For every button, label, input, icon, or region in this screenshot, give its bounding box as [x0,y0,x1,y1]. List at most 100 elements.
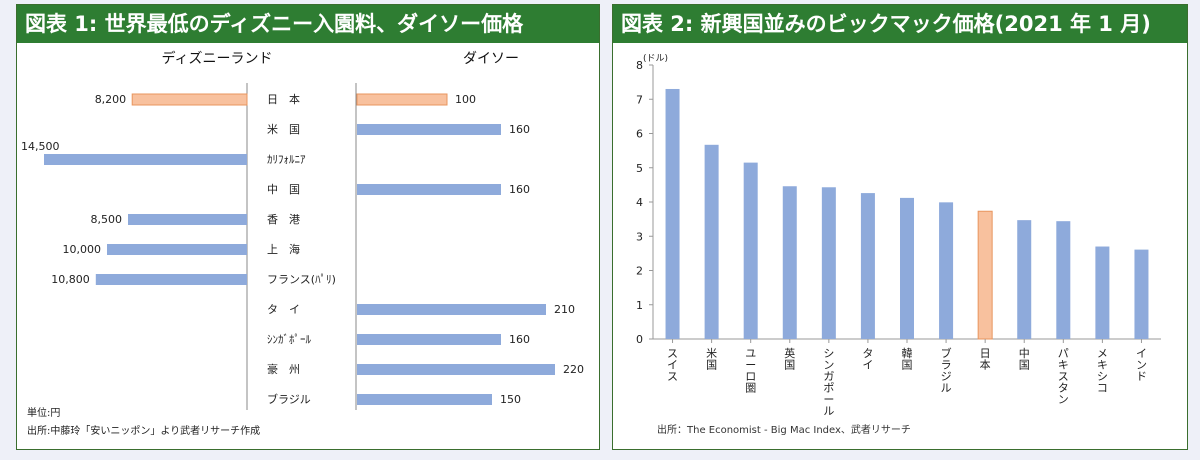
chart1-category-label: ｼﾝｶﾞﾎﾟｰﾙ [267,333,311,346]
chart1-disney-value: 10,800 [51,273,90,286]
chart2-bar [743,162,758,339]
chart1-category-label: 豪 州 [267,362,300,376]
chart1-disney-value: 8,200 [95,93,127,106]
chart2-ylabel: (ドル) [643,54,668,64]
chart1-daiso-value: 160 [509,333,530,346]
chart2-ytick-label: 6 [636,128,643,141]
chart2-bar [704,144,719,339]
chart2-xtick-label: シンガポール [823,347,834,418]
chart1-disney-bar [131,93,248,106]
chart2-xtick-char: 中 [1019,347,1030,360]
chart2-xtick-char: 英 [784,346,795,360]
chart2-bar [977,210,993,340]
chart2-bar [860,193,875,339]
chart2-xtick-char: キ [1097,359,1108,372]
chart2-xtick-char: イ [862,359,873,372]
chart2-xtick-char: ポ [823,382,834,395]
chart1-category-label: ブラジル [267,392,311,406]
chart1-daiso-value: 150 [500,393,521,406]
chart2-xtick-label: ブラジル [941,346,952,395]
chart2-title: 図表 2: 新興国並みのビックマック価格(2021 年 1 月) [613,5,1187,43]
chart1-daiso-bar [357,124,501,135]
chart2-xtick-char: イ [1136,347,1147,360]
chart1-disney-bar [107,244,247,255]
chart2-xtick-label: 英国 [784,346,795,372]
chart2-bar [665,88,680,339]
chart2-xtick-char: ロ [745,370,756,383]
chart1-category-label: 日 本 [267,92,300,106]
chart2-xtick-char: 国 [902,359,913,372]
chart1-daiso-value: 160 [509,183,530,196]
chart2-bar [939,202,954,339]
chart1-unit-note: 単位:円 [27,406,60,419]
chart2-ytick-label: 1 [636,299,643,312]
chart2-xtick-char: ド [1136,370,1147,383]
chart1-disney-value: 8,500 [91,213,123,226]
chart2-ytick-label: 7 [636,93,643,106]
chart2-ytick-label: 3 [636,230,643,243]
chart1-daiso-bar [357,304,546,315]
chart1-daiso-value: 210 [554,303,575,316]
chart2-xtick-char: タ [1058,382,1069,395]
chart2-xtick-char: ン [823,359,834,372]
chart2-xtick-char: パ [1058,347,1069,360]
chart2-xtick-char: ー [745,359,756,372]
chart2-xtick-char: 日 [980,347,991,360]
chart1-disney-bar [128,214,247,225]
chart2-bar [1095,246,1110,339]
chart1-daiso-bar [356,93,448,106]
chart2-xtick-char: 本 [980,358,991,372]
chart1-daiso-value: 160 [509,123,530,136]
chart2-xtick-label: 米国 [706,347,717,372]
chart2-xtick-label: スイス [667,347,678,383]
chart2-xtick-char: ラ [941,359,952,372]
chart2-xtick-label: 韓国 [902,347,913,372]
chart2-ytick-label: 2 [636,265,643,278]
chart2-xtick-char: キ [1058,359,1069,372]
chart1-daiso-bar [357,184,501,195]
chart2-xtick-label: インド [1136,347,1147,383]
chart2-xtick-char: イ [667,359,678,372]
chart2-xtick-char: ス [667,347,678,360]
chart2-bar [782,186,797,339]
chart1-category-label: ｶﾘﾌｫﾙﾆｱ [267,153,306,166]
chart1-panel: 図表 1: 世界最低のディズニー入園料、ダイソー価格 ディズニーランド ダイソー… [16,4,600,450]
chart1-daiso-bar [357,364,555,375]
chart2-xtick-label: 中国 [1019,347,1030,372]
chart2-xtick-char: シ [823,347,834,360]
chart2-ytick-label: 5 [636,162,643,175]
chart2-xtick-char: ガ [823,370,834,383]
chart1-daiso-bar [357,394,492,405]
chart2-bar [1134,249,1149,339]
chart2-xtick-char: ス [667,370,678,383]
chart1-source: 出所:中藤玲「安いニッポン」より武者リサーチ作成 [27,424,260,437]
chart2-bar [821,187,836,339]
chart2-xtick-char: ユ [745,347,756,360]
chart2-xtick-char: 国 [784,359,795,372]
chart2-xtick-label: タイ [862,347,873,372]
chart1-disney-bar [44,154,247,165]
chart2-xtick-char: ル [941,382,952,395]
chart2-xtick-char: メ [1097,347,1108,360]
chart2-xtick-char: シ [1097,370,1108,383]
chart2-xtick-label: 日本 [980,347,991,372]
chart1-category-label: 中 国 [267,183,300,196]
chart1-left-header: ディズニーランド [161,50,272,67]
chart2-xtick-char: 韓 [902,347,913,360]
chart2-xtick-char: ル [823,405,834,418]
chart2-xtick-char: ブ [941,346,952,360]
chart1-category-label: 香 港 [267,213,300,226]
chart2-xtick-char: ン [1058,393,1069,406]
chart2-panel: 図表 2: 新興国並みのビックマック価格(2021 年 1 月) (ドル) 0 1… [612,4,1188,450]
chart1-category-label: 米 国 [267,123,300,136]
chart1-daiso-value: 100 [455,93,476,106]
chart2-ytick-label: 0 [636,333,643,346]
chart1-daiso-value: 220 [563,363,584,376]
chart2-xtick-char: 圏 [745,382,756,395]
chart2-xtick-char: 米 [706,347,717,360]
chart1-disney-value: 14,500 [21,140,60,153]
chart1-category-label: 上 海 [267,242,300,256]
